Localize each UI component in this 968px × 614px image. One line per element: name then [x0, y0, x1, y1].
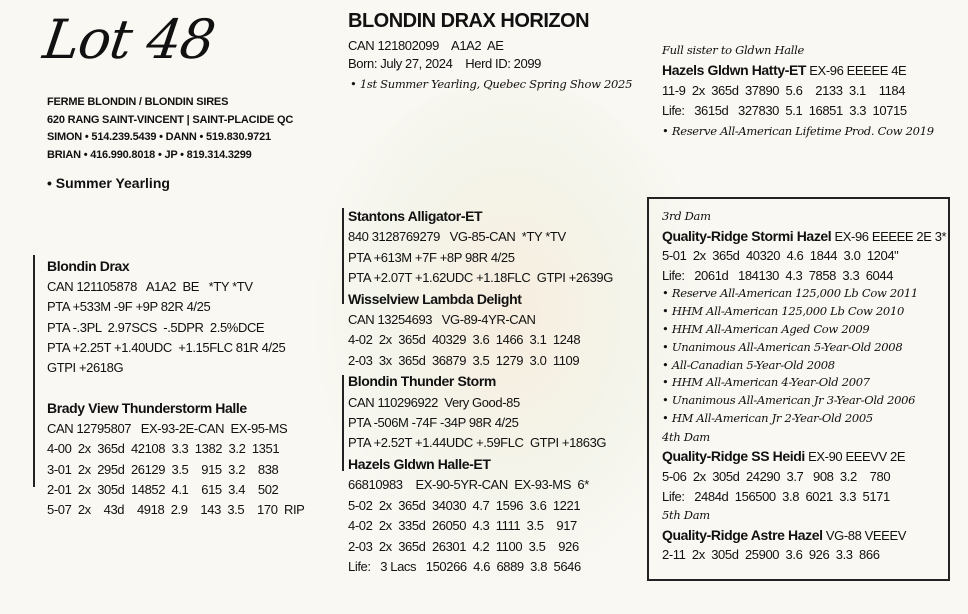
ancestor-detail-line: PTA +613M +7F +8P 98R 4/25 — [348, 249, 515, 265]
dam-detail-line: 4-00 2x 365d 42108 3.3 1382 3.2 1351 — [47, 441, 280, 457]
ancestor-detail-line: PTA -506M -74F -34P 98R 4/25 — [348, 415, 519, 431]
ancestor-detail-line: 5-02 2x 365d 34030 4.7 1596 3.6 1221 — [348, 497, 581, 513]
pedigree-bracket — [33, 255, 35, 487]
dam-3-award: • All-Canadian 5-Year-Old 2008 — [662, 357, 835, 372]
full-sister-block: Full sister to Gldwn Halle Hazels Gldwn … — [662, 40, 934, 141]
sire-heading: Blondin Drax — [47, 256, 285, 277]
sister-note: Full sister to Gldwn Halle — [662, 43, 805, 57]
ancestor-detail-line: Life: 3 Lacs 150266 4.6 6889 3.8 5646 — [348, 558, 581, 574]
dam-3-award: • Unanimous All-American 5-Year-Old 2008 — [662, 339, 903, 354]
watermark-logo — [300, 80, 720, 600]
ancestor-detail-line: PTA +2.52T +1.44UDC +.59FLC GTPI +1863G — [348, 435, 607, 451]
dam-4-label: 4th Dam — [662, 429, 710, 444]
sire-detail-line: PTA -.3PL 2.97SCS -.5DPR 2.5%DCE — [47, 319, 265, 335]
dam-5-classification: VG-88 VEEEV — [822, 527, 907, 543]
dam-block: Brady View Thunderstorm Halle CAN 1279580… — [47, 398, 305, 520]
maternal-line: 3rd Dam Quality-Ridge Stormi Hazel EX-96 … — [662, 207, 947, 565]
ancestor-detail-line: CAN 110296922 Very Good-85 — [348, 394, 520, 410]
dam-3-classification: EX-96 EEEEE 2E 3* — [831, 228, 947, 244]
dam-3-award: • Unanimous All-American Jr 3-Year-Old 2… — [662, 393, 916, 408]
dam-3-award: • HM All-American Jr 2-Year-Old 2005 — [662, 410, 873, 425]
ancestor-detail-line: 4-02 2x 335d 26050 4.3 1111 3.5 917 — [348, 518, 577, 534]
dam-name: Brady View Thunderstorm Halle — [47, 400, 247, 416]
ancestor-detail-line: 840 3128769279 VG-85-CAN *TY *TV — [348, 229, 566, 245]
ancestor-detail-line: CAN 13254693 VG-89-4YR-CAN — [348, 312, 536, 328]
consignor-line: FERME BLONDIN / BLONDIN SIRES — [47, 96, 229, 108]
ancestor-detail-line: 2-03 3x 365d 36879 3.5 1279 3.0 1109 — [348, 352, 580, 368]
sister-award: • Reserve All-American Lifetime Prod. Co… — [662, 124, 934, 138]
dam-3-heading: Quality-Ridge Stormi Hazel EX-96 EEEEE 2… — [662, 227, 947, 247]
dam-detail-line: 3-01 2x 295d 26129 3.5 915 3.2 838 — [47, 461, 279, 477]
sire-detail-line: CAN 121105878 A1A2 BE *TY *TV — [47, 279, 253, 295]
dam-5-label: 5th Dam — [662, 508, 710, 523]
ancestor-heading: Hazels Gldwn Halle-ET — [348, 454, 613, 475]
ancestor-heading: Blondin Thunder Storm — [348, 371, 613, 392]
dam-heading: Brady View Thunderstorm Halle — [47, 398, 304, 419]
dam-4-classification: EX-90 EEEVV 2E — [804, 449, 906, 465]
dam-detail-line: CAN 12795807 EX-93-2E-CAN EX-95-MS — [47, 421, 288, 437]
dam-3-award: • HHM All-American 4-Year-Old 2007 — [662, 375, 870, 390]
ancestor-detail-line: 4-02 2x 365d 40329 3.6 1466 3.1 1248 — [348, 332, 581, 348]
ancestor-name: Stantons Alligator-ET — [348, 208, 483, 224]
ancestor-name: Hazels Gldwn Halle-ET — [348, 455, 491, 472]
dam-5-name: Quality-Ridge Astre Hazel — [662, 526, 823, 543]
dam-3-label: 3rd Dam — [662, 209, 711, 223]
center-pedigree: Stantons Alligator-ET 840 3128769279 VG-8… — [348, 206, 613, 577]
animal-id-line: CAN 121802099 A1A2 AE — [348, 38, 504, 53]
animal-info: CAN 121802099 A1A2 AE Born: July 27, 202… — [348, 37, 632, 93]
dam-detail-line: 2-01 2x 305d 14852 4.1 615 3.4 502 — [47, 481, 279, 497]
sister-name: Hazels Gldwn Hatty-ET — [662, 62, 807, 78]
dam-3-award: • HHM All-American Aged Cow 2009 — [662, 321, 870, 336]
dam-3-detail-line: 5-01 2x 365d 40320 4.6 1844 3.0 1204" — [662, 248, 899, 264]
animal-award: • 1st Summer Yearling, Quebec Spring Sho… — [350, 77, 633, 91]
sire-detail-line: PTA +533M -9F +9P 82R 4/25 — [47, 299, 211, 315]
dam-4-name: Quality-Ridge SS Heidi — [662, 448, 805, 465]
dam-3-detail-line: Life: 2061d 184130 4.3 7858 3.3 6044 — [662, 267, 894, 283]
ancestor-detail-line: PTA +2.07T +1.62UDC +1.18FLC GTPI +2639G — [348, 270, 613, 286]
lot-number: Lot 48 — [39, 8, 219, 71]
dam-4-detail-line: Life: 2484d 156500 3.8 6021 3.3 5171 — [662, 488, 890, 504]
dam-3-award: • HHM All-American 125,000 Lb Cow 2010 — [662, 304, 904, 319]
dam-4-detail-line: 5-06 2x 305d 24290 3.7 908 3.2 780 — [662, 468, 891, 484]
consignor-line: BRIAN • 416.990.8018 • JP • 819.314.3299 — [47, 148, 252, 161]
consignor-info: FERME BLONDIN / BLONDIN SIRES 620 RANG SA… — [47, 94, 293, 164]
pedigree-bracket — [342, 375, 344, 471]
ancestor-name: Wisselview Lambda Delight — [348, 290, 522, 307]
dam-5-heading: Quality-Ridge Astre Hazel VG-88 VEEEV — [662, 526, 946, 546]
sire-block: Blondin Drax CAN 121105878 A1A2 BE *TY *T… — [47, 256, 286, 378]
sire-detail-line: GTPI +2618G — [47, 360, 124, 376]
dam-3-name: Quality-Ridge Stormi Hazel — [662, 227, 832, 244]
class-label: • Summer Yearling — [47, 175, 170, 191]
sister-record: 11-9 2x 365d 37890 5.6 2133 3.1 1184 — [662, 83, 906, 98]
sister-classification: EX-96 EEEEE 4E — [806, 63, 907, 78]
sire-detail-line: PTA +2.25T +1.40UDC +1.15FLC 81R 4/25 — [47, 339, 286, 355]
ancestor-heading: Wisselview Lambda Delight — [348, 289, 613, 310]
dam-4-heading: Quality-Ridge SS Heidi EX-90 EEEVV 2E — [662, 447, 946, 467]
dam-detail-line: 5-07 2x 43d 4918 2.9 143 3.5 170 RIP — [47, 502, 305, 518]
pedigree-bracket — [342, 208, 344, 304]
ancestor-heading: Stantons Alligator-ET — [348, 206, 613, 227]
ancestor-name: Blondin Thunder Storm — [348, 373, 496, 390]
maternal-line-box — [647, 197, 950, 581]
animal-birth-line: Born: July 27, 2024 Herd ID: 2099 — [348, 56, 541, 71]
animal-name: BLONDIN DRAX HORIZON — [348, 10, 590, 32]
dam-3-award: • Reserve All-American 125,000 Lb Cow 20… — [662, 286, 918, 301]
consignor-line: SIMON • 514.239.5439 • DANN • 519.830.97… — [47, 131, 271, 143]
ancestor-detail-line: 66810983 EX-90-5YR-CAN EX-93-MS 6* — [348, 477, 589, 493]
consignor-line: 620 RANG SAINT-VINCENT | SAINT-PLACIDE Q… — [47, 113, 294, 126]
sire-name: Blondin Drax — [47, 258, 130, 274]
dam-5-detail-line: 2-11 2x 305d 25900 3.6 926 3.3 866 — [662, 547, 880, 563]
sister-lifetime: Life: 3615d 327830 5.1 16851 3.3 10715 — [662, 103, 907, 118]
ancestor-detail-line: 2-03 2x 365d 26301 4.2 1100 3.5 926 — [348, 538, 579, 554]
